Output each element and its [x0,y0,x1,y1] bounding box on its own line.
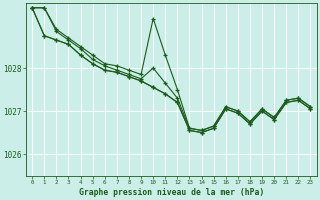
X-axis label: Graphe pression niveau de la mer (hPa): Graphe pression niveau de la mer (hPa) [79,188,264,197]
